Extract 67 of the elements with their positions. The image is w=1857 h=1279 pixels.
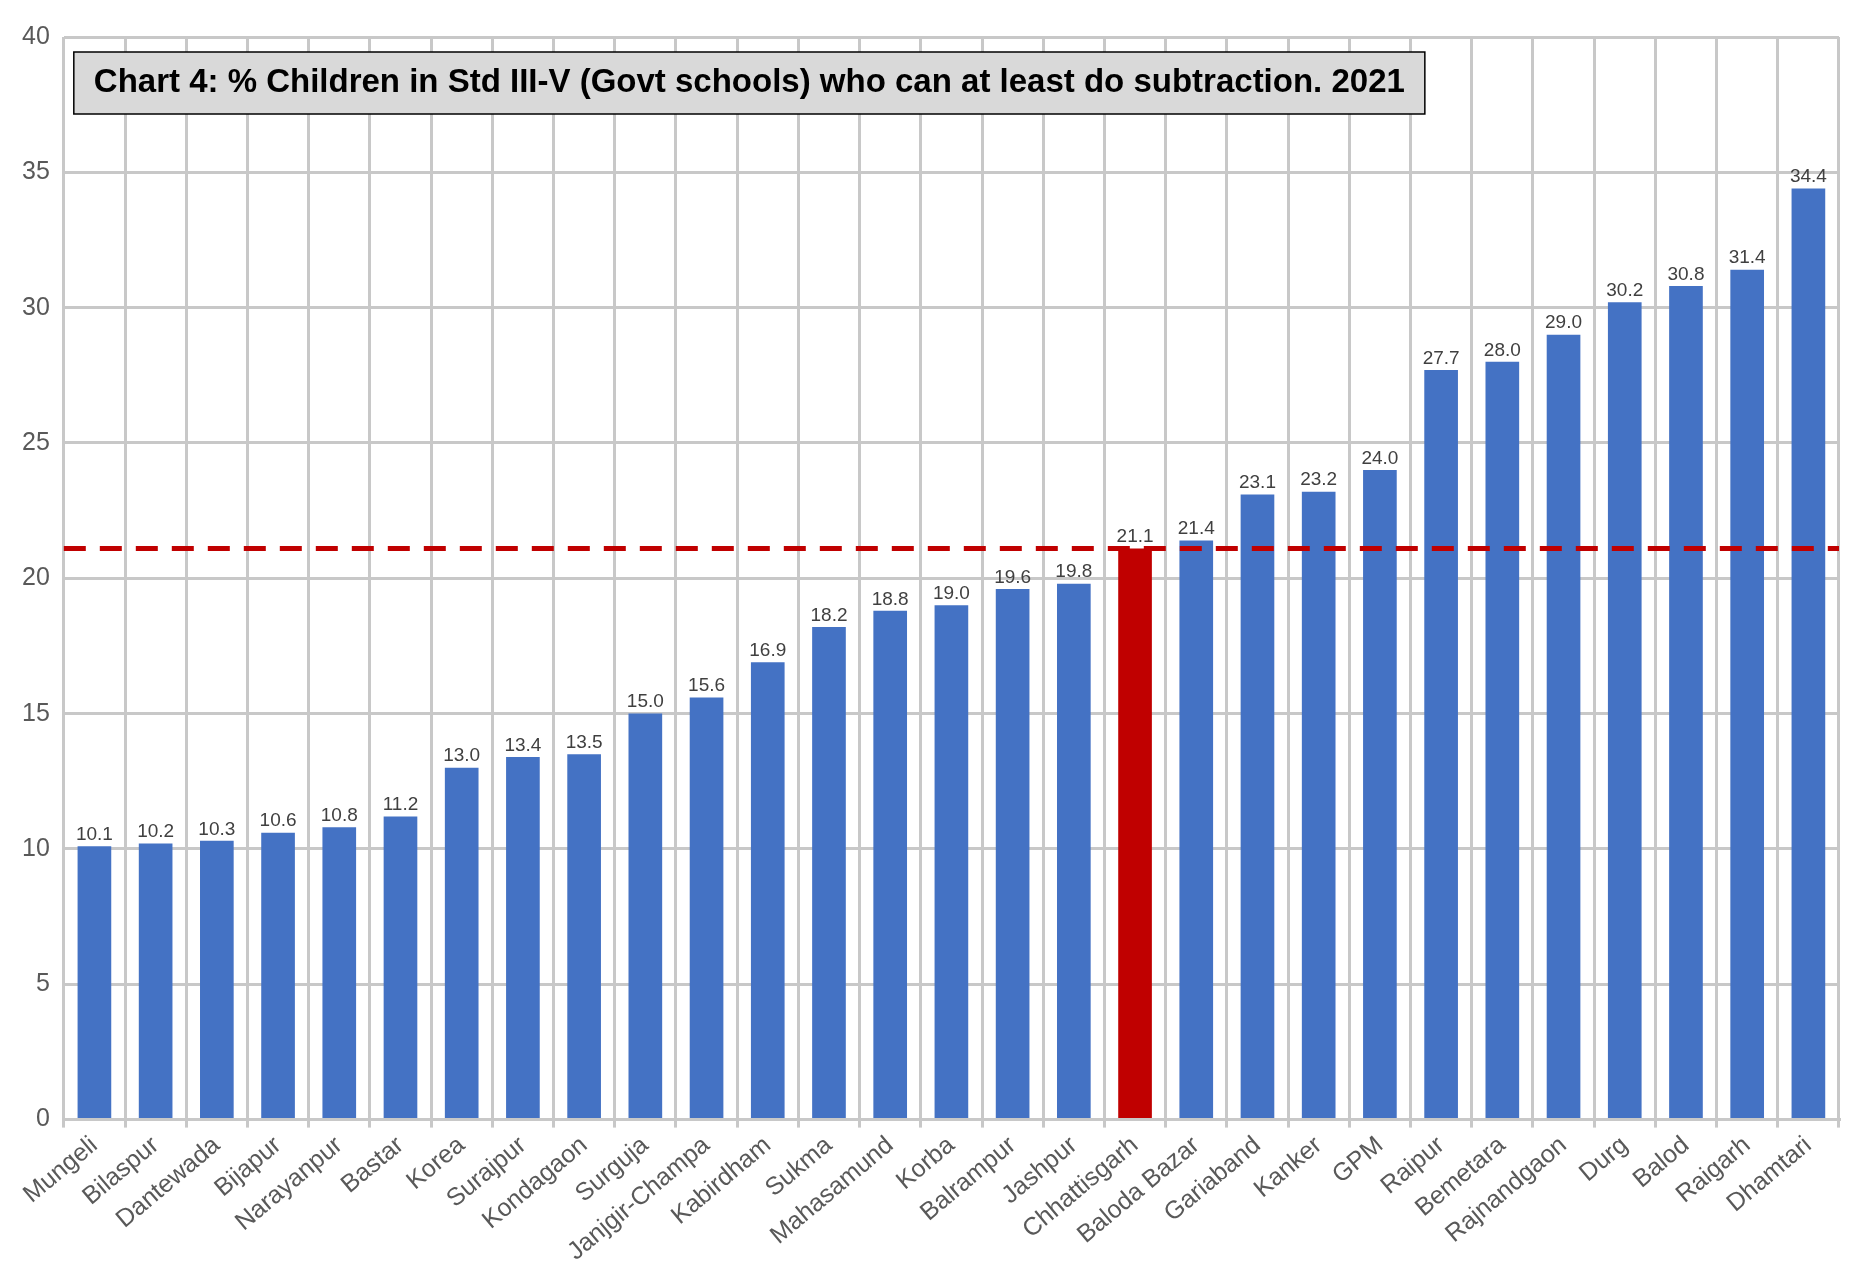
bar — [138, 843, 173, 1119]
bar — [934, 605, 969, 1119]
bar — [1546, 334, 1581, 1119]
bar — [1730, 269, 1765, 1119]
bar — [261, 832, 295, 1119]
bar — [200, 840, 234, 1119]
y-tick-label: 10 — [22, 832, 50, 861]
bar — [750, 662, 785, 1119]
data-label: 11.2 — [382, 793, 419, 815]
y-tick-label: 30 — [22, 291, 50, 320]
data-label: 15.6 — [688, 674, 726, 696]
y-tick-label: 0 — [35, 1103, 50, 1132]
data-label: 13.4 — [504, 733, 542, 755]
bar — [1607, 302, 1642, 1119]
data-label: 23.2 — [1300, 468, 1338, 490]
data-label: 10.1 — [75, 822, 113, 844]
data-label: 19.8 — [1055, 560, 1093, 582]
data-label: 28.0 — [1483, 338, 1521, 360]
bar — [1424, 369, 1458, 1119]
bar — [1669, 286, 1703, 1119]
data-label: 29.0 — [1545, 311, 1583, 333]
y-tick-label: 35 — [22, 156, 50, 185]
bar — [77, 846, 112, 1119]
bar — [873, 610, 908, 1119]
bar — [1363, 470, 1397, 1119]
bar — [444, 767, 479, 1119]
data-label: 13.0 — [443, 744, 481, 766]
y-tick-label: 20 — [22, 562, 50, 591]
data-label: 21.1 — [1116, 525, 1154, 547]
data-label: 13.5 — [565, 730, 603, 752]
data-label: 18.2 — [810, 603, 848, 625]
y-tick-label: 40 — [22, 20, 50, 49]
y-tick-label: 15 — [22, 697, 50, 726]
data-label: 24.0 — [1361, 446, 1399, 468]
bar — [1485, 361, 1520, 1119]
data-label: 10.3 — [198, 817, 236, 839]
bar — [322, 827, 357, 1119]
bar — [1179, 540, 1214, 1119]
data-label: 19.6 — [994, 565, 1032, 587]
bar — [628, 713, 663, 1119]
data-label: 21.4 — [1177, 517, 1216, 539]
bar — [1301, 491, 1336, 1119]
bar — [689, 697, 724, 1119]
y-tick-label: 25 — [22, 426, 50, 455]
bar — [1791, 188, 1826, 1119]
data-label: 34.4 — [1789, 165, 1828, 187]
data-label: 10.6 — [259, 809, 297, 831]
y-tick-label: 5 — [35, 968, 50, 997]
data-label: 31.4 — [1728, 246, 1767, 268]
data-label: 10.8 — [320, 804, 358, 826]
bar — [812, 627, 846, 1119]
data-label: 15.0 — [626, 690, 664, 712]
data-label: 10.2 — [137, 820, 175, 842]
text: Chart 4: % Children in Std III-V (Govt schools) who can at least do subtraction. 2021 — [93, 62, 1405, 100]
bar — [1240, 494, 1275, 1119]
bar — [995, 589, 1030, 1119]
data-label: 18.8 — [871, 587, 909, 609]
bar — [1057, 583, 1091, 1119]
data-label: 19.0 — [932, 582, 970, 604]
bar — [506, 756, 540, 1119]
data-label: 16.9 — [749, 638, 787, 660]
data-label: 23.1 — [1238, 471, 1276, 493]
data-label: 30.2 — [1606, 278, 1644, 300]
bar — [383, 816, 418, 1119]
data-label: 30.8 — [1667, 262, 1705, 284]
bar — [567, 754, 601, 1119]
data-label: 27.7 — [1422, 346, 1460, 368]
